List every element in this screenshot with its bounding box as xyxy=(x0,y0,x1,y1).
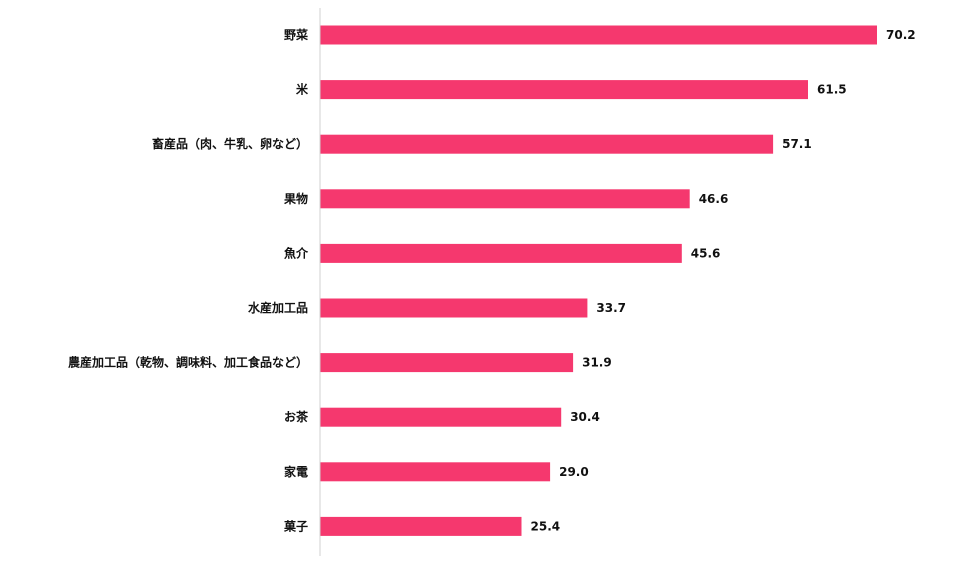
bars-layer xyxy=(320,25,877,536)
bar-2 xyxy=(320,134,774,154)
bar-7 xyxy=(320,407,562,427)
value-label-1: 61.5 xyxy=(817,83,847,97)
value-label-8: 29.0 xyxy=(559,465,589,479)
category-label-8: 家電 xyxy=(284,464,308,479)
category-label-4: 魚介 xyxy=(284,245,309,260)
value-label-6: 31.9 xyxy=(582,356,612,370)
bar-9 xyxy=(320,516,522,536)
bar-3 xyxy=(320,189,690,209)
category-label-9: 菓子 xyxy=(283,518,308,533)
value-label-9: 25.4 xyxy=(531,519,561,533)
category-label-5: 水産加工品 xyxy=(248,300,308,315)
value-label-4: 45.6 xyxy=(691,246,721,260)
value-label-7: 30.4 xyxy=(570,410,600,424)
category-label-3: 果物 xyxy=(283,191,308,206)
bar-1 xyxy=(320,80,808,100)
bar-4 xyxy=(320,243,682,263)
bar-6 xyxy=(320,353,574,373)
category-label-1: 米 xyxy=(296,82,309,97)
category-label-7: お茶 xyxy=(284,409,309,424)
category-label-0: 野菜 xyxy=(284,27,308,42)
bar-0 xyxy=(320,25,877,45)
value-label-3: 46.6 xyxy=(699,192,729,206)
bar-5 xyxy=(320,298,588,318)
value-label-2: 57.1 xyxy=(782,137,812,151)
category-label-2: 畜産品（肉、牛乳、卵など） xyxy=(152,136,308,151)
value-label-5: 33.7 xyxy=(596,301,626,315)
value-label-0: 70.2 xyxy=(886,28,916,42)
value-labels-layer: 70.2 61.5 57.1 46.6 45.6 33.7 31.9 30.4 29.0 25.4 xyxy=(531,28,916,533)
bar-8 xyxy=(320,462,551,482)
category-label-6: 農産加工品（乾物、調味料、加工食品など） xyxy=(68,355,308,370)
